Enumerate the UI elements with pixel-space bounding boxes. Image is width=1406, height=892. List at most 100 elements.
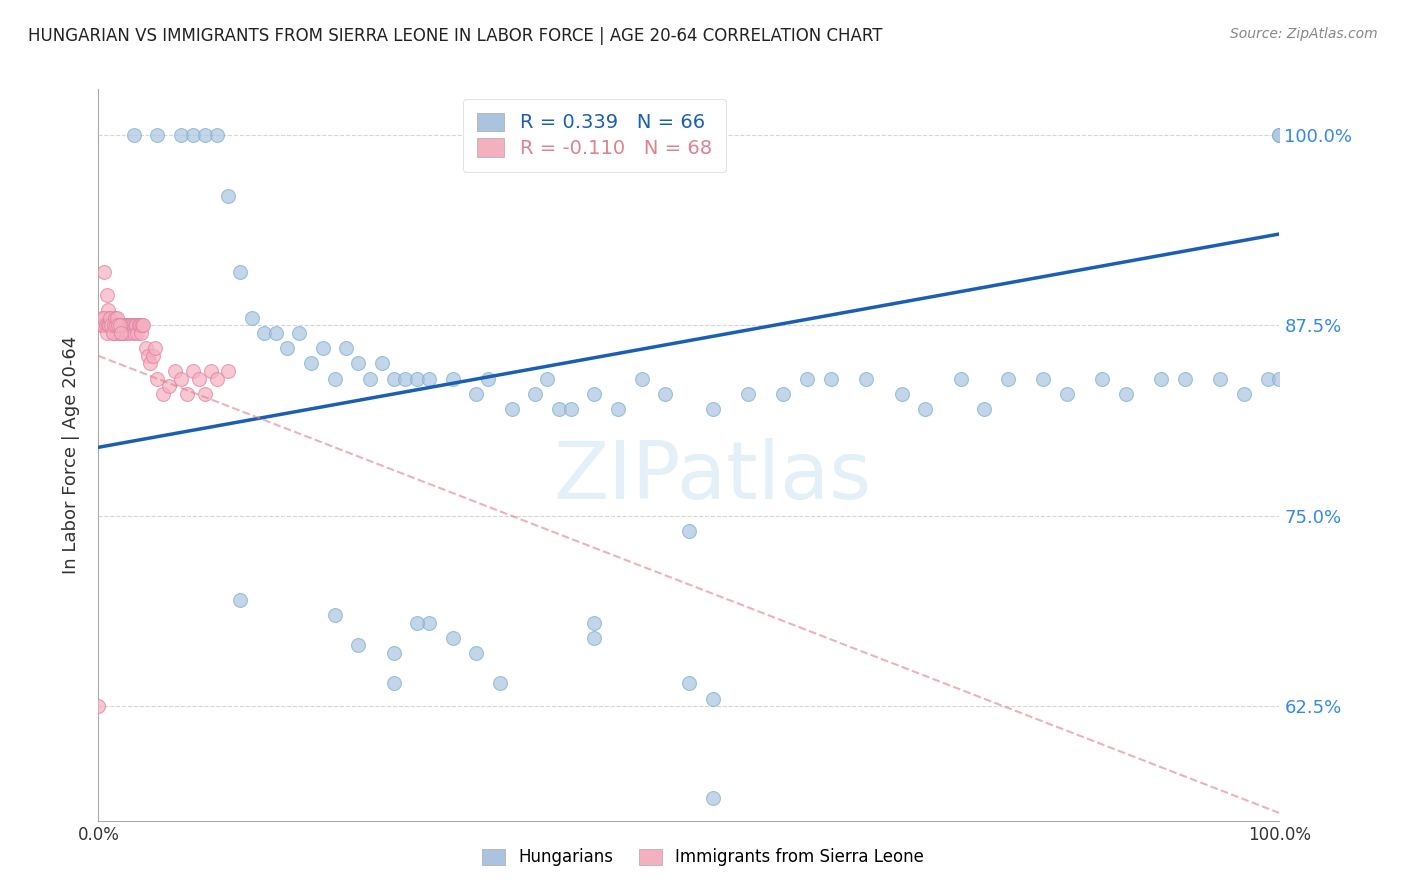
Point bbox=[101, 326, 124, 340]
Point bbox=[128, 318, 150, 333]
Point bbox=[142, 349, 165, 363]
Point bbox=[583, 387, 606, 401]
Point bbox=[98, 310, 121, 325]
Point bbox=[973, 402, 995, 417]
Point bbox=[406, 372, 429, 386]
Point bbox=[121, 318, 143, 333]
Point bbox=[335, 341, 357, 355]
Point bbox=[394, 372, 416, 386]
Point bbox=[702, 790, 724, 805]
Point bbox=[477, 372, 499, 386]
Point bbox=[120, 326, 142, 340]
Point bbox=[702, 691, 724, 706]
Point bbox=[194, 387, 217, 401]
Point bbox=[890, 387, 912, 401]
Point bbox=[737, 387, 759, 401]
Point bbox=[229, 265, 252, 279]
Point bbox=[1257, 372, 1279, 386]
Point bbox=[583, 615, 606, 630]
Point bbox=[110, 326, 132, 340]
Point bbox=[165, 364, 187, 378]
Point bbox=[121, 318, 143, 333]
Point bbox=[1174, 372, 1197, 386]
Point bbox=[772, 387, 794, 401]
Point bbox=[501, 402, 523, 417]
Point bbox=[105, 318, 128, 333]
Point bbox=[176, 387, 198, 401]
Point bbox=[406, 615, 429, 630]
Point bbox=[288, 326, 311, 340]
Point bbox=[146, 128, 169, 142]
Point bbox=[607, 402, 630, 417]
Point bbox=[418, 372, 440, 386]
Point bbox=[98, 310, 121, 325]
Point bbox=[112, 326, 135, 340]
Point bbox=[170, 372, 193, 386]
Point bbox=[205, 128, 228, 142]
Point bbox=[465, 387, 488, 401]
Point bbox=[93, 310, 115, 325]
Point bbox=[465, 646, 488, 660]
Point bbox=[104, 310, 127, 325]
Point bbox=[115, 326, 138, 340]
Point bbox=[93, 265, 115, 279]
Point bbox=[143, 341, 166, 355]
Point bbox=[91, 310, 114, 325]
Text: ZIPatlas: ZIPatlas bbox=[554, 438, 872, 516]
Point bbox=[124, 318, 146, 333]
Point bbox=[107, 318, 129, 333]
Point bbox=[139, 357, 162, 371]
Point bbox=[630, 372, 652, 386]
Point bbox=[548, 402, 571, 417]
Point bbox=[855, 372, 877, 386]
Point bbox=[1032, 372, 1054, 386]
Point bbox=[240, 310, 263, 325]
Point bbox=[1268, 128, 1291, 142]
Point bbox=[146, 372, 169, 386]
Point bbox=[382, 676, 405, 690]
Point bbox=[536, 372, 558, 386]
Point bbox=[117, 318, 139, 333]
Point bbox=[1268, 372, 1291, 386]
Point bbox=[103, 318, 125, 333]
Point bbox=[98, 318, 121, 333]
Point bbox=[96, 326, 118, 340]
Point bbox=[129, 326, 152, 340]
Point bbox=[229, 592, 252, 607]
Point bbox=[107, 318, 129, 333]
Point bbox=[560, 402, 582, 417]
Point bbox=[136, 349, 159, 363]
Point bbox=[100, 318, 122, 333]
Point bbox=[100, 318, 122, 333]
Point bbox=[1056, 387, 1078, 401]
Point bbox=[87, 699, 110, 714]
Point bbox=[489, 676, 512, 690]
Point bbox=[91, 318, 114, 333]
Point bbox=[110, 326, 132, 340]
Point bbox=[418, 615, 440, 630]
Point bbox=[654, 387, 676, 401]
Point bbox=[105, 310, 128, 325]
Point bbox=[312, 341, 335, 355]
Y-axis label: In Labor Force | Age 20-64: In Labor Force | Age 20-64 bbox=[62, 335, 80, 574]
Point bbox=[118, 318, 141, 333]
Point bbox=[382, 372, 405, 386]
Point bbox=[90, 318, 112, 333]
Point bbox=[997, 372, 1019, 386]
Point bbox=[125, 318, 148, 333]
Point bbox=[583, 631, 606, 645]
Point bbox=[914, 402, 936, 417]
Point bbox=[128, 318, 150, 333]
Legend: Hungarians, Immigrants from Sierra Leone: Hungarians, Immigrants from Sierra Leone bbox=[474, 840, 932, 875]
Point bbox=[194, 128, 217, 142]
Point bbox=[111, 318, 134, 333]
Point bbox=[1150, 372, 1173, 386]
Point bbox=[112, 318, 135, 333]
Point bbox=[702, 402, 724, 417]
Point bbox=[187, 372, 209, 386]
Point bbox=[678, 524, 700, 538]
Point bbox=[1209, 372, 1232, 386]
Point bbox=[132, 318, 155, 333]
Point bbox=[181, 364, 204, 378]
Point bbox=[122, 326, 145, 340]
